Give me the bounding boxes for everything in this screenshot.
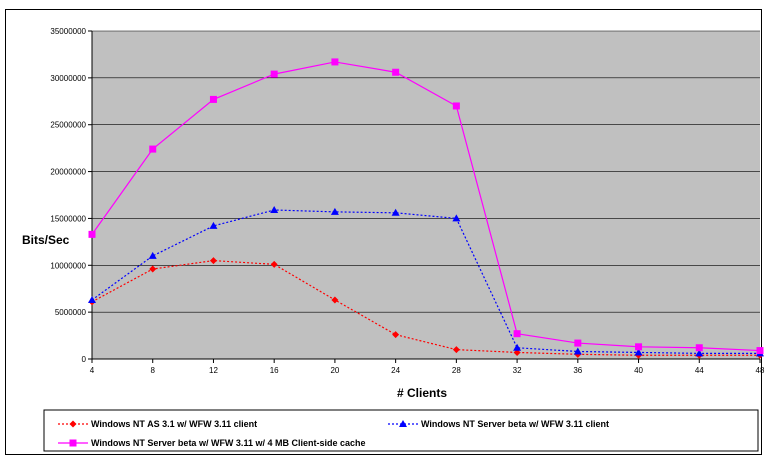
- x-axis-title: # Clients: [397, 386, 447, 400]
- data-point: [391, 208, 400, 216]
- plot-area: [92, 31, 760, 359]
- legend-label: Windows NT AS 3.1 w/ WFW 3.11 client: [91, 419, 257, 429]
- legend-item-2: Windows NT Server beta w/ WFW 3.11 clien…: [388, 419, 609, 429]
- data-point: [149, 145, 157, 153]
- chart-frame: [5, 9, 762, 455]
- data-point: [513, 343, 522, 351]
- x-tick-label: 12: [209, 366, 218, 375]
- legend-items: Windows NT AS 3.1 w/ WFW 3.11 client Wind…: [58, 419, 609, 448]
- data-point: [513, 330, 521, 338]
- data-point: [452, 102, 460, 110]
- legend: [43, 409, 759, 452]
- y-tick-label: 25000000: [50, 121, 86, 130]
- x-tick-label: 32: [513, 366, 522, 375]
- data-point: [392, 68, 400, 76]
- data-point: [573, 347, 582, 355]
- data-point: [452, 346, 460, 354]
- data-point: [270, 70, 278, 78]
- x-tick-label: 44: [695, 366, 704, 375]
- data-point: [209, 95, 217, 103]
- data-point: [331, 58, 339, 66]
- legend-swatch-marker: [69, 439, 77, 447]
- data-point: [392, 331, 400, 339]
- data-point: [695, 344, 703, 352]
- series-line: [91, 61, 761, 352]
- y-tick-label: 20000000: [50, 168, 86, 177]
- data-point: [88, 230, 96, 238]
- y-tick-label: 10000000: [50, 261, 86, 270]
- data-point: [209, 221, 218, 229]
- x-tick-labels: 4 8 12 16 20 24 28 32 36 40 44 48: [90, 366, 765, 375]
- data-point: [756, 347, 764, 355]
- legend-swatch-marker: [69, 420, 77, 428]
- data-point: [634, 348, 643, 356]
- data-point: [209, 257, 217, 265]
- data-point: [149, 265, 157, 273]
- data-point: [330, 207, 339, 215]
- x-tick-label: 36: [573, 366, 582, 375]
- legend-swatch-marker: [399, 420, 407, 427]
- x-tick-label: 16: [270, 366, 279, 375]
- series-3: [88, 58, 764, 355]
- x-tick-label: 24: [391, 366, 400, 375]
- data-point: [270, 205, 279, 213]
- x-tick-label: 48: [756, 366, 765, 375]
- legend-label: Windows NT Server beta w/ WFW 3.11 w/ 4 …: [91, 438, 365, 448]
- y-tick-labels: 0 5000000 10000000 15000000 20000000 25000000…: [50, 27, 86, 364]
- data-point: [331, 296, 339, 304]
- legend-item-1: Windows NT AS 3.1 w/ WFW 3.11 client: [58, 419, 257, 429]
- x-tick-label: 28: [452, 366, 461, 375]
- y-tick-label: 15000000: [50, 214, 86, 223]
- data-point: [695, 349, 704, 357]
- x-tick-label: 40: [634, 366, 643, 375]
- y-tick-label: 30000000: [50, 74, 86, 83]
- x-tick-label: 20: [330, 366, 339, 375]
- y-tick-label: 0: [82, 355, 87, 364]
- series-group: [88, 58, 764, 359]
- data-point: [148, 251, 157, 259]
- data-point: [574, 339, 582, 347]
- legend-label: Windows NT Server beta w/ WFW 3.11 clien…: [421, 419, 609, 429]
- data-point: [452, 214, 461, 222]
- data-point: [270, 260, 278, 268]
- x-tick-label: 8: [151, 366, 156, 375]
- y-tick-label: 5000000: [55, 308, 87, 317]
- x-tick-label: 4: [90, 366, 95, 375]
- series-line: [91, 209, 760, 354]
- data-point: [88, 295, 96, 303]
- data-point: [635, 343, 643, 351]
- legend-item-3: Windows NT Server beta w/ WFW 3.11 w/ 4 …: [58, 438, 365, 448]
- y-axis-title: Bits/Sec: [22, 233, 70, 247]
- series-line: [91, 259, 760, 356]
- y-tick-label: 35000000: [50, 27, 86, 36]
